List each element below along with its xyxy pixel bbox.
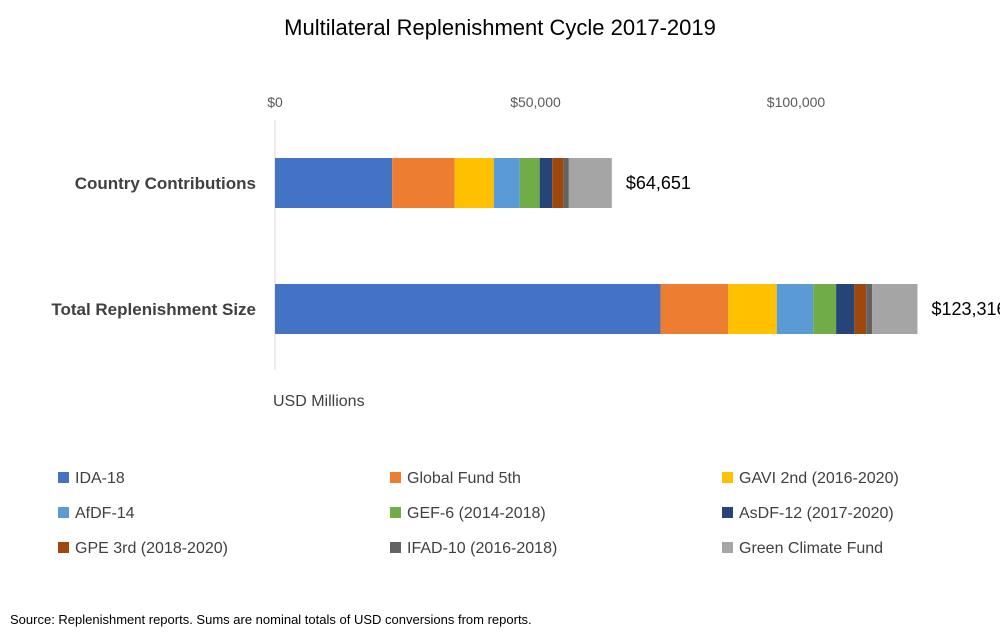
- legend-label: Green Climate Fund: [739, 540, 883, 557]
- bar-segment: [519, 158, 540, 208]
- category-label: Total Replenishment Size: [51, 300, 256, 319]
- legend-swatch: [390, 472, 401, 483]
- bar-segment: [872, 284, 918, 334]
- bar-segment: [493, 158, 520, 208]
- bar-segment: [728, 284, 777, 334]
- category-label: Country Contributions: [75, 174, 256, 193]
- bar-segment: [552, 158, 564, 208]
- legend-label: GEF-6 (2014-2018): [407, 505, 546, 522]
- x-tick-label: $50,000: [510, 94, 561, 110]
- bar-segment: [813, 284, 837, 334]
- bar-segment: [563, 158, 569, 208]
- legend-label: GAVI 2nd (2016-2020): [739, 470, 899, 487]
- bar-segment: [275, 284, 661, 334]
- legend-swatch: [722, 472, 733, 483]
- bar-segment: [776, 284, 814, 334]
- legend-swatch: [722, 542, 733, 553]
- bar-segment: [866, 284, 873, 334]
- bar-segment: [836, 284, 855, 334]
- x-axis-ticks: $0 $50,000 $100,000: [267, 94, 825, 110]
- legend-label: GPE 3rd (2018-2020): [75, 540, 228, 557]
- source-note: Source: Replenishment reports. Sums are …: [10, 612, 532, 627]
- legend-label: AfDF-14: [75, 505, 135, 522]
- legend-label: AsDF-12 (2017-2020): [739, 505, 894, 522]
- legend-label: IDA-18: [75, 470, 125, 487]
- legend-swatch: [722, 507, 733, 518]
- legend-swatch: [390, 542, 401, 553]
- legend-swatch: [58, 507, 69, 518]
- x-tick-label: $0: [267, 94, 283, 110]
- legend-label: IFAD-10 (2016-2018): [407, 540, 557, 557]
- bar-total-label: $123,316: [931, 299, 1000, 319]
- legend-swatch: [58, 542, 69, 553]
- legend-label: Global Fund 5th: [407, 470, 521, 487]
- legend-swatch: [390, 507, 401, 518]
- bar-segment: [539, 158, 553, 208]
- bar-segment: [392, 158, 455, 208]
- bars: Country Contributions $64,651 Total Replen…: [51, 158, 1000, 334]
- bar-segment: [568, 158, 612, 208]
- bar-total-label: $64,651: [626, 173, 691, 193]
- bar-segment: [660, 284, 729, 334]
- axis-unit-label: USD Millions: [273, 393, 365, 410]
- legend-swatch: [58, 472, 69, 483]
- legend: IDA-18 Global Fund 5th GAVI 2nd (2016-2020…: [58, 470, 899, 557]
- bar-segment: [454, 158, 494, 208]
- bar-segment: [854, 284, 867, 334]
- bar-segment: [275, 158, 393, 208]
- chart-title: Multilateral Replenishment Cycle 2017-20…: [284, 15, 716, 40]
- x-tick-label: $100,000: [767, 94, 826, 110]
